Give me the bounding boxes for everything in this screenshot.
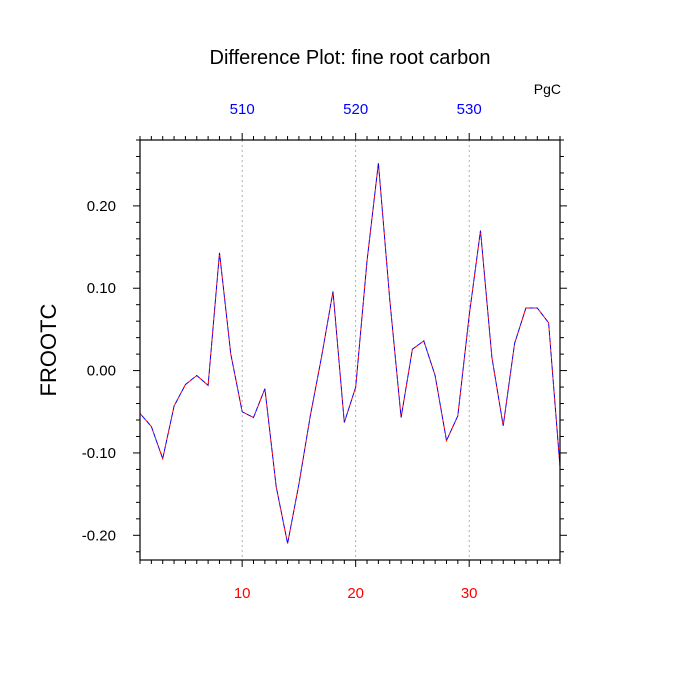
- plot-frame: [139, 139, 561, 561]
- y-tick-label: 0.20: [87, 198, 116, 215]
- y-tick-label: -0.10: [82, 445, 116, 462]
- y-axis-label: FROOTC: [36, 303, 61, 396]
- x-tick-label-bottom: 20: [347, 585, 364, 602]
- series-line-red-dash: [139, 163, 561, 544]
- x-tick-label-top: 510: [230, 101, 255, 118]
- y-tick-label: 0.10: [87, 280, 116, 297]
- series-line-blue-dash: [139, 163, 561, 544]
- units-label: PgC: [534, 81, 561, 97]
- x-tick-label-bottom: 30: [461, 585, 478, 602]
- x-tick-label-top: 530: [457, 101, 482, 118]
- x-tick-label-bottom: 10: [234, 585, 251, 602]
- y-tick-label: -0.20: [82, 527, 116, 544]
- y-tick-label: 0.00: [87, 363, 116, 380]
- x-tick-label-top: 520: [343, 101, 368, 118]
- chart-title: Difference Plot: fine root carbon: [210, 47, 491, 69]
- grid-layer: [241, 140, 470, 560]
- tick-label-layer: 0.20 0.10 0.00 -0.10 -0.20 10 20 30 510 520 530: [82, 101, 482, 602]
- tick-layer: [133, 133, 567, 567]
- series-layer: [139, 163, 561, 544]
